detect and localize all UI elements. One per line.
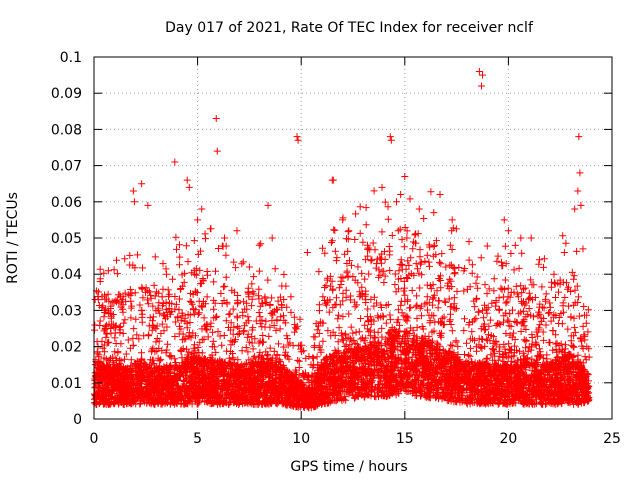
roti-point xyxy=(393,198,401,206)
roti-point xyxy=(144,201,152,209)
y-tick-label: 0.01 xyxy=(51,376,82,392)
roti-point xyxy=(477,82,485,90)
y-tick-label: 0.1 xyxy=(60,50,82,66)
roti-point xyxy=(303,248,311,256)
roti-point xyxy=(233,227,241,235)
roti-point xyxy=(129,187,137,195)
roti-point xyxy=(397,191,405,199)
roti-point xyxy=(100,306,108,314)
y-tick-label: 0.09 xyxy=(51,86,82,102)
roti-point xyxy=(264,201,272,209)
roti-point xyxy=(446,241,454,249)
x-tick-label: 10 xyxy=(292,431,310,447)
y-tick-label: 0.08 xyxy=(51,122,82,138)
y-tick-label: 0.06 xyxy=(51,195,82,211)
roti-point xyxy=(504,227,512,235)
roti-point xyxy=(185,183,193,191)
roti-point xyxy=(494,252,502,260)
y-tick-label: 0.05 xyxy=(51,231,82,247)
roti-point xyxy=(364,241,372,249)
chart-title: Day 017 of 2021, Rate Of TEC Index for r… xyxy=(165,20,534,36)
roti-point xyxy=(345,227,353,235)
roti-point xyxy=(500,216,508,224)
roti-point xyxy=(96,277,104,285)
roti-point xyxy=(415,205,423,213)
roti-point xyxy=(436,191,444,199)
roti-point xyxy=(138,180,146,188)
y-tick-label: 0 xyxy=(73,412,82,428)
roti-point xyxy=(163,270,171,278)
roti-point xyxy=(171,158,179,166)
roti-point xyxy=(378,183,386,191)
roti-point xyxy=(329,176,337,184)
y-axis-label: ROTI / TECUs xyxy=(5,192,21,284)
roti-point xyxy=(293,133,301,141)
roti-point xyxy=(560,248,568,256)
x-tick-label: 5 xyxy=(193,431,202,447)
roti-point xyxy=(527,234,535,242)
x-tick-label: 20 xyxy=(499,431,517,447)
axis-ticks: 0 0.01 0.02 0.03 0.04 0.05 0.06 0.07 0.08 0.09 0.1… xyxy=(51,50,621,447)
roti-point xyxy=(479,71,486,79)
roti-point xyxy=(194,216,202,224)
roti-point xyxy=(403,234,411,242)
roti-point xyxy=(575,133,583,141)
y-tick-label: 0.02 xyxy=(51,340,82,356)
roti-point xyxy=(386,133,394,141)
roti-point xyxy=(115,299,123,307)
roti-point xyxy=(465,238,473,246)
roti-point xyxy=(245,263,253,271)
x-tick-label: 0 xyxy=(90,431,99,447)
roti-point xyxy=(107,325,115,332)
roti-point xyxy=(339,216,347,224)
roti-point xyxy=(130,198,138,206)
roti-point xyxy=(571,205,579,213)
roti-point-cloud xyxy=(90,187,593,412)
roti-point xyxy=(430,209,438,217)
x-axis-label: GPS time / hours xyxy=(290,459,407,475)
y-tick-label: 0.04 xyxy=(51,267,82,283)
roti-point xyxy=(387,136,395,144)
roti-point xyxy=(198,205,206,213)
roti-point xyxy=(579,245,587,253)
x-tick-label: 25 xyxy=(603,431,621,447)
roti-point xyxy=(576,169,584,177)
roti-point xyxy=(268,234,276,242)
y-tick-label: 0.07 xyxy=(51,159,82,175)
x-tick-label: 15 xyxy=(396,431,414,447)
roti-point xyxy=(212,115,220,123)
roti-point xyxy=(517,234,525,242)
roti-point xyxy=(550,270,558,278)
roti-point xyxy=(294,136,302,144)
roti-point xyxy=(574,187,582,195)
roti-point xyxy=(475,67,483,75)
y-tick-label: 0.03 xyxy=(51,303,82,319)
roti-point xyxy=(535,256,543,264)
roti-point xyxy=(213,147,221,155)
roti-point xyxy=(401,172,409,180)
roti-point xyxy=(577,201,585,209)
roti-point xyxy=(183,176,191,184)
data-points xyxy=(90,67,593,412)
roti-point xyxy=(221,234,229,242)
